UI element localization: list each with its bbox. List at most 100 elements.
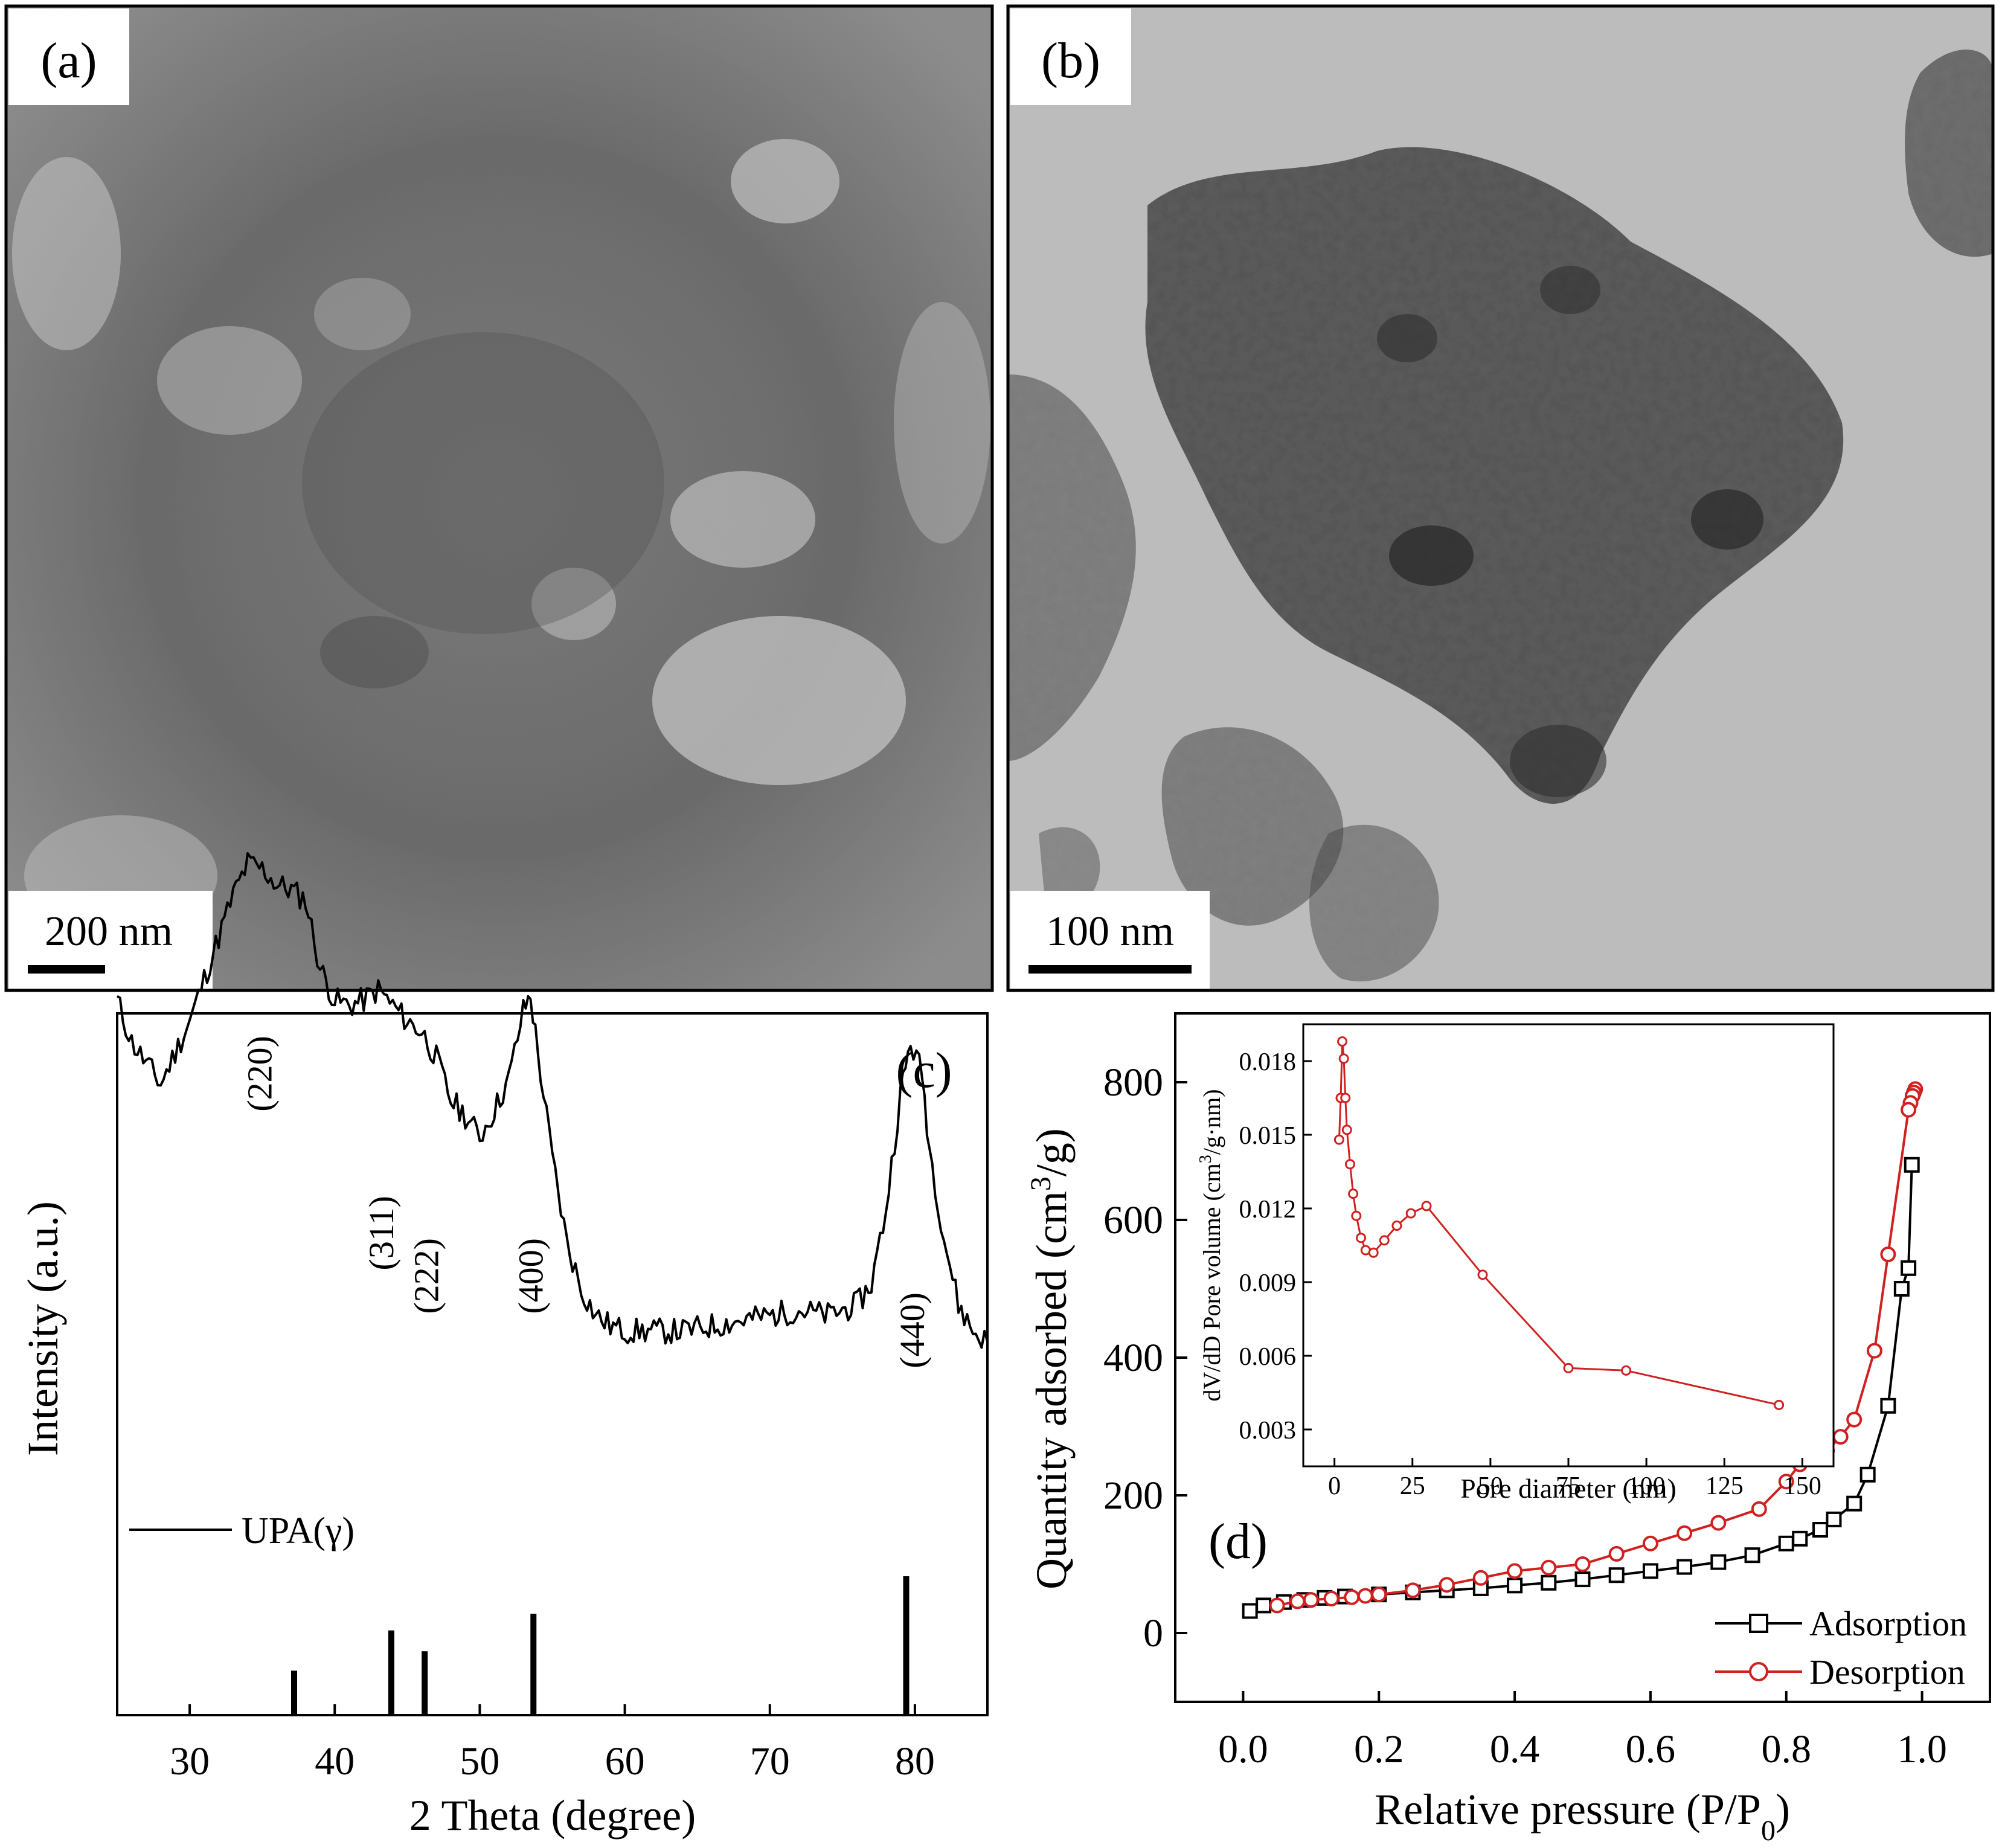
- inset-x-tick-label: 150: [1783, 1472, 1821, 1500]
- desorption-point: [1371, 1587, 1387, 1603]
- x-tick-label-c: 70: [750, 1739, 790, 1783]
- peak-label: (400): [511, 1238, 550, 1314]
- scale-bar-label-a: 200 nm: [45, 908, 173, 955]
- pore-distribution-point: [1379, 1235, 1390, 1246]
- adsorption-point: [1859, 1466, 1876, 1483]
- pore-distribution-point: [1405, 1208, 1416, 1219]
- panel-b-label-box: [1010, 8, 1131, 105]
- pore-distribution-point: [1421, 1201, 1432, 1211]
- x-tick-label-c: 80: [895, 1739, 935, 1783]
- inset-x-tick-label: 0: [1328, 1472, 1341, 1500]
- peak-label: (311): [362, 1196, 401, 1270]
- desorption-point: [1778, 1474, 1794, 1490]
- x-tick-label-c: 50: [460, 1739, 499, 1783]
- x-axis-c: 30 40 50 60 70 80: [170, 1704, 935, 1783]
- y-axis-label-c: Intensity (a.u.): [19, 1201, 67, 1456]
- panel-d: 0.0 0.2 0.4 0.6 0.8 1.0 0 200 400 600 800 0 25 50 75 1…: [1025, 1012, 1991, 1847]
- reference-line-c: [903, 1576, 910, 1715]
- adsorption-point: [1792, 1530, 1808, 1547]
- inset-x-tick-label: 125: [1705, 1472, 1744, 1500]
- panel-a: (a) 200 nm: [4, 4, 994, 992]
- desorption-point: [1323, 1591, 1340, 1606]
- adsorption-point: [1846, 1495, 1863, 1512]
- peak-label: (440): [893, 1292, 932, 1368]
- axes-inset: 0 25 50 75 100 125 150 0.003 0.006 0.009 0.012 0.01…: [1239, 1048, 1821, 1500]
- adsorption-point: [1778, 1535, 1794, 1551]
- panel-b: (b) 100 nm: [1006, 4, 1995, 992]
- peak-label: (222): [407, 1238, 446, 1314]
- panel-a-label: (a): [40, 33, 97, 89]
- pore-distribution-point: [1348, 1189, 1359, 1199]
- x-tick-label-d: 0.4: [1490, 1727, 1540, 1771]
- legend-label-adsorption: Adsorption: [1809, 1604, 1967, 1643]
- inset-y-axis-label: dV/dD Pore volume (cm3/g·nm): [1196, 1089, 1226, 1401]
- reference-line-c: [388, 1630, 394, 1715]
- desorption-point: [1608, 1545, 1625, 1562]
- panel-a-frame: [4, 4, 994, 992]
- y-axis-label-d: Quantity adsorbed (cm3/g): [1025, 1128, 1076, 1590]
- desorption-point: [1574, 1556, 1591, 1572]
- desorption-point: [1846, 1411, 1863, 1428]
- panel-b-frame: [1006, 4, 1995, 992]
- inset-x-tick-label: 75: [1556, 1472, 1581, 1500]
- x-tick-label-c: 30: [170, 1739, 210, 1783]
- desorption-point: [1303, 1592, 1319, 1608]
- pore-distribution-point: [1391, 1220, 1402, 1231]
- pore-distribution-point: [1477, 1269, 1488, 1280]
- inset-x-tick-label: 100: [1628, 1472, 1666, 1500]
- panel-c-label: (c): [896, 1042, 952, 1099]
- reference-line-c: [530, 1614, 537, 1715]
- adsorption-point: [1608, 1567, 1625, 1583]
- desorption-point: [1405, 1582, 1421, 1599]
- inset-y-tick-label: 0.018: [1239, 1048, 1297, 1076]
- legend-marker-desorption: [1749, 1662, 1768, 1681]
- desorption-point: [1439, 1577, 1455, 1593]
- panel-c: 30 40 50 60 70 80 (220) (311)(222) (400) (440) U…: [19, 852, 989, 1840]
- scale-bar-b: [1028, 965, 1192, 974]
- x-tick-label-d: 0.8: [1762, 1727, 1812, 1771]
- adsorption-point: [1507, 1577, 1523, 1594]
- adsorption-point: [1256, 1597, 1272, 1614]
- xrd-pattern-line: [116, 852, 989, 1349]
- desorption-point: [1642, 1535, 1658, 1551]
- x-tick-label-c: 40: [315, 1739, 355, 1783]
- adsorption-point: [1574, 1571, 1591, 1588]
- legend-d: Adsorption Desorption: [1715, 1604, 1967, 1692]
- adsorption-point: [1904, 1157, 1920, 1173]
- adsorption-point: [1901, 1260, 1917, 1276]
- pore-distribution-point: [1337, 1036, 1348, 1047]
- series-d: [1242, 1081, 1924, 1619]
- desorption-point: [1710, 1515, 1727, 1531]
- pore-distribution-point: [1333, 1134, 1344, 1145]
- inset-y-tick-label: 0.012: [1239, 1196, 1297, 1224]
- inset-y-tick-label: 0.003: [1239, 1417, 1297, 1445]
- pore-distribution-point: [1368, 1247, 1379, 1258]
- desorption-point: [1751, 1501, 1767, 1517]
- desorption-point: [1344, 1589, 1360, 1605]
- panel-d-label: (d): [1208, 1513, 1268, 1570]
- pore-distribution-point: [1338, 1053, 1349, 1064]
- desorption-point: [1541, 1559, 1557, 1576]
- x-tick-label-d: 0.2: [1354, 1727, 1404, 1771]
- desorption-point: [1901, 1102, 1917, 1118]
- inset-y-tick-label: 0.006: [1239, 1343, 1297, 1371]
- pore-distribution-point: [1344, 1159, 1355, 1170]
- desorption-point: [1269, 1597, 1285, 1614]
- adsorption-point: [1710, 1554, 1727, 1570]
- pore-distribution-point: [1621, 1365, 1632, 1376]
- adsorption-point: [1812, 1522, 1828, 1538]
- pore-distribution-point: [1341, 1125, 1352, 1135]
- scale-bar-a: [28, 965, 105, 974]
- desorption-point: [1289, 1593, 1306, 1609]
- pore-distribution-line: [1338, 1041, 1779, 1406]
- x-tick-label-c: 60: [605, 1739, 645, 1783]
- inset-y-tick-label: 0.015: [1239, 1122, 1297, 1150]
- legend-label-c: UPA(γ): [242, 1510, 355, 1551]
- reference-line-c: [422, 1651, 428, 1715]
- desorption-point: [1880, 1246, 1896, 1262]
- desorption-point: [1866, 1343, 1882, 1359]
- desorption-point: [1507, 1563, 1523, 1579]
- pore-distribution-point: [1563, 1362, 1574, 1373]
- adsorption-point: [1677, 1559, 1693, 1575]
